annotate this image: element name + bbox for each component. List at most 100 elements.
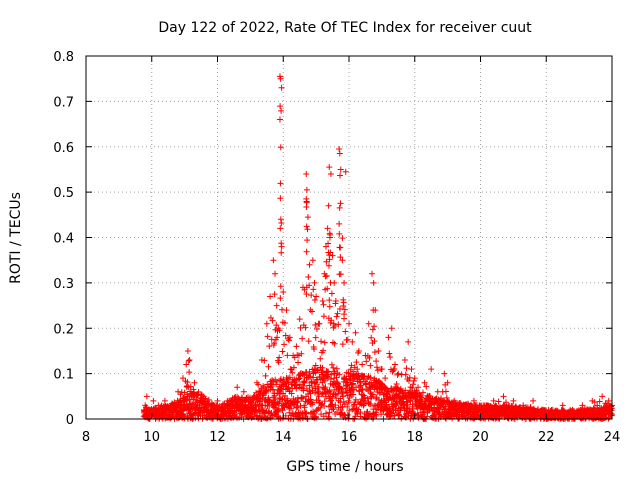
- data-point: [596, 398, 603, 405]
- data-point: [576, 410, 583, 417]
- data-point: [390, 387, 397, 394]
- data-point: [373, 358, 380, 365]
- data-point: [276, 327, 283, 334]
- data-point: [385, 334, 392, 341]
- data-point: [272, 270, 279, 277]
- data-point: [341, 306, 348, 313]
- data-point: [231, 394, 238, 401]
- data-point: [301, 378, 308, 385]
- data-point: [465, 409, 472, 416]
- data-point: [355, 349, 362, 356]
- data-point: [333, 313, 340, 320]
- data-point: [382, 393, 389, 400]
- data-point: [463, 405, 470, 412]
- data-point: [245, 404, 252, 411]
- data-point: [605, 397, 612, 404]
- data-point: [348, 362, 355, 369]
- data-point: [293, 343, 300, 350]
- data-point: [502, 399, 509, 406]
- data-point: [413, 387, 420, 394]
- data-point: [278, 240, 285, 247]
- data-point: [309, 383, 316, 390]
- data-point: [428, 366, 435, 373]
- data-point: [156, 406, 163, 413]
- data-point: [181, 389, 188, 396]
- data-point: [381, 397, 388, 404]
- data-point: [304, 226, 311, 233]
- data-point: [311, 279, 318, 286]
- data-point: [247, 397, 254, 404]
- data-point: [288, 390, 295, 397]
- data-point: [341, 279, 348, 286]
- data-point: [312, 334, 319, 341]
- data-point: [303, 203, 310, 210]
- data-point: [309, 399, 316, 406]
- data-point: [313, 293, 320, 300]
- data-point: [382, 401, 389, 408]
- data-point: [303, 170, 310, 177]
- data-point: [270, 386, 277, 393]
- data-point: [295, 376, 302, 383]
- data-point: [212, 404, 219, 411]
- data-point: [313, 325, 320, 332]
- data-point: [296, 375, 303, 382]
- data-point: [327, 279, 334, 286]
- data-point: [398, 415, 405, 422]
- data-point: [273, 381, 280, 388]
- data-point: [270, 257, 277, 264]
- data-point: [324, 225, 331, 232]
- data-point: [395, 370, 402, 377]
- data-point: [240, 388, 247, 395]
- data-point: [277, 144, 284, 151]
- data-point: [525, 407, 532, 414]
- data-point: [292, 382, 299, 389]
- axis-ticks: [85, 55, 613, 420]
- data-point: [268, 381, 275, 388]
- data-point: [339, 235, 346, 242]
- data-point: [282, 332, 289, 339]
- data-point: [335, 321, 342, 328]
- data-point: [303, 223, 310, 230]
- data-point: [608, 403, 615, 410]
- data-point: [405, 338, 412, 345]
- data-point: [350, 391, 357, 398]
- data-point: [421, 379, 428, 386]
- data-point: [321, 403, 328, 410]
- data-point: [214, 397, 221, 404]
- data-point: [262, 372, 269, 379]
- data-point: [374, 367, 381, 374]
- data-point: [337, 166, 344, 173]
- x-tick-label: 14: [275, 430, 292, 445]
- data-point: [478, 408, 485, 415]
- x-tick-label: 10: [143, 430, 160, 445]
- data-point: [367, 401, 374, 408]
- data-point: [337, 200, 344, 207]
- data-point: [418, 394, 425, 401]
- data-point: [328, 361, 335, 368]
- data-point: [278, 107, 285, 114]
- data-point: [415, 384, 422, 391]
- data-point: [442, 404, 449, 411]
- data-point: [373, 364, 380, 371]
- data-point: [386, 350, 393, 357]
- data-point: [364, 395, 371, 402]
- data-point: [393, 381, 400, 388]
- data-point: [299, 335, 306, 342]
- y-tick-label: 0.4: [53, 232, 74, 247]
- data-point: [314, 366, 321, 373]
- data-point: [304, 214, 311, 221]
- data-point: [402, 387, 409, 394]
- data-point: [263, 415, 270, 422]
- data-point: [442, 381, 449, 388]
- data-point: [424, 393, 431, 400]
- data-point: [326, 415, 333, 422]
- data-point: [299, 395, 306, 402]
- data-point: [387, 354, 394, 361]
- data-point: [330, 364, 337, 371]
- data-point: [586, 407, 593, 414]
- data-point: [367, 362, 374, 369]
- data-point: [310, 286, 317, 293]
- data-point: [276, 354, 283, 361]
- data-point: [293, 385, 300, 392]
- data-point: [559, 402, 566, 409]
